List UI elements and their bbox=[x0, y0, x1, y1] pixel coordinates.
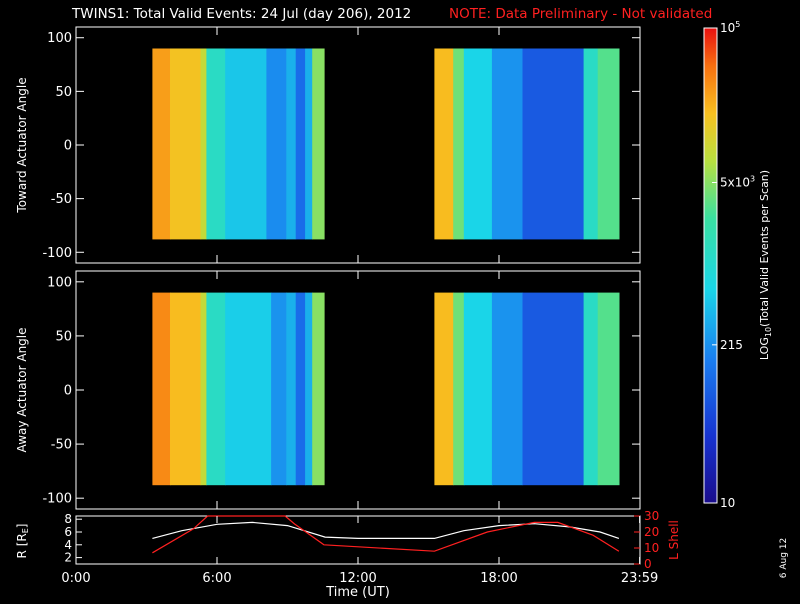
heatmap-cell bbox=[597, 48, 620, 240]
preliminary-note: NOTE: Data Preliminary - Not validated bbox=[449, 6, 712, 22]
l-shell-line bbox=[152, 515, 620, 554]
x-tick-label: 18:00 bbox=[480, 571, 517, 586]
away-actuator-panel: 100 50 0 -50 -100 Away Actuator Angle bbox=[15, 270, 641, 510]
heatmap-cell bbox=[434, 48, 454, 240]
heatmap-cell bbox=[200, 292, 208, 486]
heatmap-cell bbox=[295, 48, 306, 240]
heatmap-cell bbox=[597, 292, 620, 486]
time-ticks: 0:00 6:00 12:00 18:00 23:59 bbox=[61, 516, 658, 586]
y2-tick-label: 10 bbox=[644, 541, 659, 555]
y-tick-label: 2 bbox=[64, 551, 72, 565]
heatmap-cell bbox=[434, 292, 454, 486]
heatmap-cell bbox=[312, 292, 325, 486]
heatmap-cell bbox=[463, 292, 493, 486]
y2-tick-label: 20 bbox=[644, 525, 659, 539]
y-tick-label: 100 bbox=[47, 275, 72, 290]
heatmap-cell bbox=[206, 48, 226, 240]
heatmap-cell bbox=[206, 292, 226, 486]
y-tick-label: 0 bbox=[64, 139, 72, 154]
date-stamp: 6 Aug 12 bbox=[779, 538, 789, 578]
y-tick-label: -50 bbox=[51, 192, 72, 207]
heatmap-cell bbox=[170, 48, 202, 240]
x-tick-label: 0:00 bbox=[61, 571, 90, 586]
heatmap-cell bbox=[266, 48, 287, 240]
heatmap-cell bbox=[286, 292, 297, 486]
y-tick-label: 50 bbox=[55, 329, 72, 344]
away-y-ticks: 100 50 0 -50 -100 bbox=[42, 271, 641, 509]
heatmap-cell bbox=[453, 292, 465, 486]
radial-distance-line bbox=[152, 521, 620, 540]
heatmap-cell bbox=[170, 292, 202, 486]
orbit-panel-frame bbox=[75, 515, 641, 565]
toward-actuator-panel: 100 50 0 -50 -100 Toward Actuator Angle bbox=[15, 26, 641, 264]
y-tick-label: 8 bbox=[64, 512, 72, 526]
heatmap-cell bbox=[312, 48, 325, 240]
y-tick-label: 6 bbox=[64, 525, 72, 539]
heatmap-cell bbox=[583, 292, 599, 486]
heatmap-cell bbox=[295, 292, 306, 486]
colorbar-title: LOG10(Total Valid Events per Scan) bbox=[758, 170, 773, 360]
colorbar-tick-label: 5x103 bbox=[720, 174, 755, 189]
colorbar-tick-label: 215 bbox=[720, 338, 743, 352]
orbit-radius-label: R [RE] bbox=[15, 524, 30, 559]
heatmap-cell bbox=[286, 48, 297, 240]
toward-y-axis-label: Toward Actuator Angle bbox=[15, 77, 29, 213]
time-axis-label: Time (UT) bbox=[325, 585, 390, 600]
heatmap-cell bbox=[491, 292, 524, 486]
heatmap-cell bbox=[225, 48, 267, 240]
y-tick-label: 100 bbox=[47, 31, 72, 46]
x-tick-label: 12:00 bbox=[339, 571, 376, 586]
y-tick-label: 50 bbox=[55, 85, 72, 100]
y-tick-label: -50 bbox=[51, 438, 72, 453]
orbit-right-ticks: 30 20 10 0 bbox=[634, 509, 659, 571]
heatmap-cell bbox=[305, 48, 313, 240]
heatmap-cell bbox=[152, 292, 171, 486]
colorbar-tick-label: 10 bbox=[720, 496, 735, 510]
heatmap-cell bbox=[305, 292, 313, 486]
x-tick-label: 6:00 bbox=[202, 571, 231, 586]
heatmap-cell bbox=[522, 292, 585, 486]
y-tick-label: 0 bbox=[64, 384, 72, 399]
away-y-axis-label: Away Actuator Angle bbox=[15, 327, 29, 452]
x-tick-label: 23:59 bbox=[621, 571, 658, 586]
y-tick-label: -100 bbox=[42, 246, 72, 261]
y-tick-label: 4 bbox=[64, 538, 72, 552]
heatmap-cell bbox=[271, 292, 287, 486]
heatmap-cell bbox=[463, 48, 493, 240]
heatmap-cell bbox=[152, 48, 171, 240]
away-heatmap bbox=[152, 292, 620, 486]
heatmap-cell bbox=[583, 48, 599, 240]
figure-title: TWINS1: Total Valid Events: 24 Jul (day … bbox=[71, 6, 411, 22]
l-shell-label: L Shell bbox=[667, 520, 681, 560]
colorbar-labels: 105 5x103 215 10 bbox=[712, 20, 755, 510]
colorbar: 105 5x103 215 10 LOG10(Total Valid Events p… bbox=[703, 20, 773, 510]
heatmap-cell bbox=[491, 48, 524, 240]
y2-tick-label: 30 bbox=[644, 509, 659, 523]
y-tick-label: -100 bbox=[42, 492, 72, 507]
toward-heatmap bbox=[152, 48, 620, 240]
colorbar-gradient bbox=[703, 27, 718, 504]
heatmap-cell bbox=[200, 48, 208, 240]
orbit-lines bbox=[152, 515, 620, 554]
heatmap-cell bbox=[522, 48, 585, 240]
y2-tick-label: 0 bbox=[644, 557, 652, 571]
colorbar-tick-label: 105 bbox=[720, 20, 740, 35]
heatmap-cell bbox=[453, 48, 465, 240]
heatmap-cell bbox=[225, 292, 272, 486]
toward-y-ticks: 100 50 0 -50 -100 bbox=[42, 27, 641, 263]
